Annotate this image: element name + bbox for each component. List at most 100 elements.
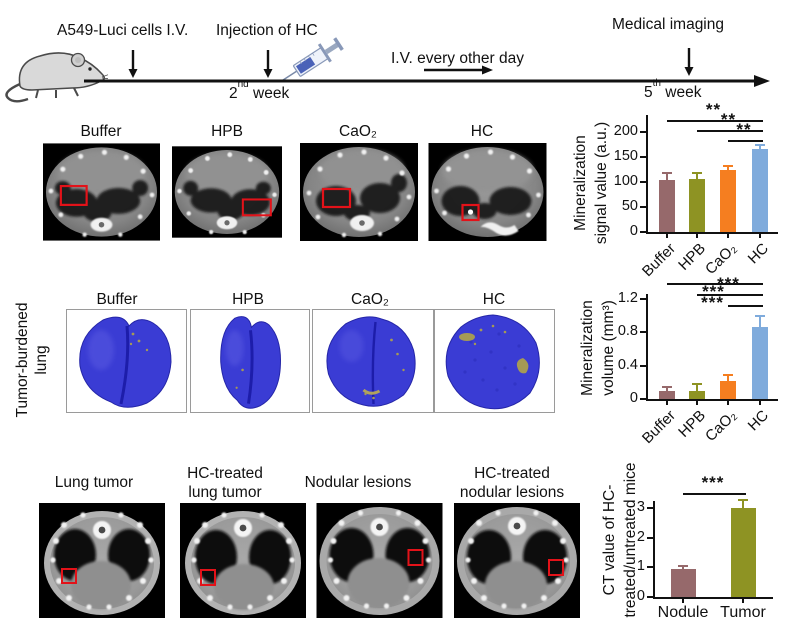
error-bar [759, 144, 761, 153]
y-tick-label: 1 [636, 558, 645, 575]
x-tick-mark [727, 234, 729, 238]
y-tick-mark [640, 331, 646, 334]
significance-stars: ** [720, 110, 737, 129]
row1-label-buffer: Buffer [80, 123, 122, 140]
y-tick-mark [640, 364, 646, 367]
row1-label-hpb: HPB [211, 123, 243, 140]
highlight-box [321, 187, 352, 209]
row3-label-nodular-lesions: Nodular lesions [304, 474, 412, 491]
error-cap-bottom [723, 172, 733, 175]
ct-scan-hpb [172, 143, 282, 241]
y-tick-mark [640, 156, 646, 158]
medical-imaging-label: Medical imaging [612, 16, 724, 33]
significance-stars: *** [717, 274, 740, 293]
x-tick-mark [759, 234, 761, 238]
x-category-label: Tumor [720, 604, 766, 621]
significance-bracket [667, 283, 763, 285]
down-arrow-icon [128, 50, 138, 78]
row2-label-cao2: CaO₂ [351, 291, 389, 308]
y-tick-label: 0 [636, 588, 645, 604]
row2-label-hpb: HPB [232, 291, 264, 308]
lung-3d-buffer [66, 309, 187, 413]
y-tick-label: 3 [636, 498, 645, 515]
error-cap-top [692, 383, 702, 385]
row2-label-hc: HC [482, 291, 506, 308]
row3-label-hc-lung-tumor: HC-treated lung tumor [187, 465, 263, 501]
week2-label: 2nd week [229, 79, 290, 103]
y-axis [653, 501, 655, 599]
iv-every-other-day-label: I.V. every other day [391, 50, 524, 67]
x-tick-mark [666, 401, 668, 405]
x-tick-mark [682, 599, 684, 603]
error-bar [666, 173, 668, 186]
error-bar [727, 374, 729, 387]
y-tick-label: 0.4 [617, 356, 638, 373]
y-axis [646, 294, 648, 401]
error-cap-top [692, 172, 702, 174]
y-tick-label: 0.8 [617, 323, 638, 340]
row3-label-lung-tumor: Lung tumor [54, 474, 134, 491]
bar-Nodule [670, 568, 696, 597]
y-tick-label: 0 [629, 390, 638, 406]
significance-bracket [697, 294, 763, 296]
error-cap-bottom [738, 514, 748, 517]
error-bar [696, 173, 698, 184]
y-tick-mark [640, 398, 646, 400]
y-tick-mark [640, 131, 646, 133]
cells-iv-label: A549-Luci cells I.V. [57, 22, 189, 39]
x-tick-mark [742, 599, 744, 603]
highlight-box [461, 203, 480, 222]
error-bar [682, 566, 684, 572]
injection-label: Injection of HC [216, 22, 318, 39]
x-axis [646, 399, 778, 401]
chart1-y-axis-label: Mineralization volume (mm³) [579, 300, 617, 396]
y-tick-mark [647, 596, 653, 598]
y-tick-mark [640, 231, 646, 233]
highlight-box [59, 184, 88, 206]
ct-thorax-hc-nodular-lesions [452, 503, 582, 618]
lung-3d-hpb [190, 309, 310, 413]
significance-stars: ** [736, 120, 752, 139]
significance-bracket [667, 120, 763, 122]
error-cap-top [662, 386, 672, 389]
ct-scan-hc [428, 143, 547, 241]
error-cap-top [755, 143, 765, 146]
lung-3d-cao2 [312, 309, 434, 413]
bar-HPB [689, 178, 705, 232]
down-arrow-icon [684, 48, 694, 76]
y-tick-label: 200 [613, 123, 638, 139]
mineralization-spot [467, 209, 474, 215]
ct-thorax-hc-lung-tumor [180, 503, 306, 618]
bar-Buffer [659, 179, 675, 232]
x-tick-mark [696, 234, 698, 238]
error-cap-bottom [678, 570, 688, 573]
error-bar [696, 384, 698, 398]
error-cap-bottom [692, 183, 702, 185]
y-tick-mark [640, 206, 646, 208]
error-cap-top [723, 164, 733, 167]
tumor-burdened-lung-label: Tumor-burdened lung [14, 302, 50, 418]
y-axis [646, 115, 648, 234]
row1-label-hc: HC [470, 123, 494, 140]
significance-bracket [697, 130, 763, 132]
right-arrow-icon [424, 65, 493, 75]
significance-stars: *** [701, 473, 725, 492]
error-bar [759, 315, 761, 338]
error-bar [727, 165, 729, 174]
y-tick-label: 150 [613, 148, 638, 164]
ct-thorax-lung-tumor [39, 503, 165, 618]
x-tick-mark [696, 401, 698, 405]
error-cap-top [678, 565, 688, 568]
down-arrow-icon [263, 50, 273, 78]
y-tick-label: 100 [613, 173, 638, 189]
y-tick-mark [640, 181, 646, 183]
error-cap-bottom [723, 385, 733, 388]
bar-HC [752, 326, 768, 399]
error-bar [742, 500, 744, 516]
significance-bracket [728, 305, 763, 307]
error-cap-top [738, 499, 748, 502]
ct-scan-buffer [43, 143, 160, 241]
y-tick-mark [647, 536, 653, 539]
row2-label-buffer: Buffer [96, 291, 138, 308]
